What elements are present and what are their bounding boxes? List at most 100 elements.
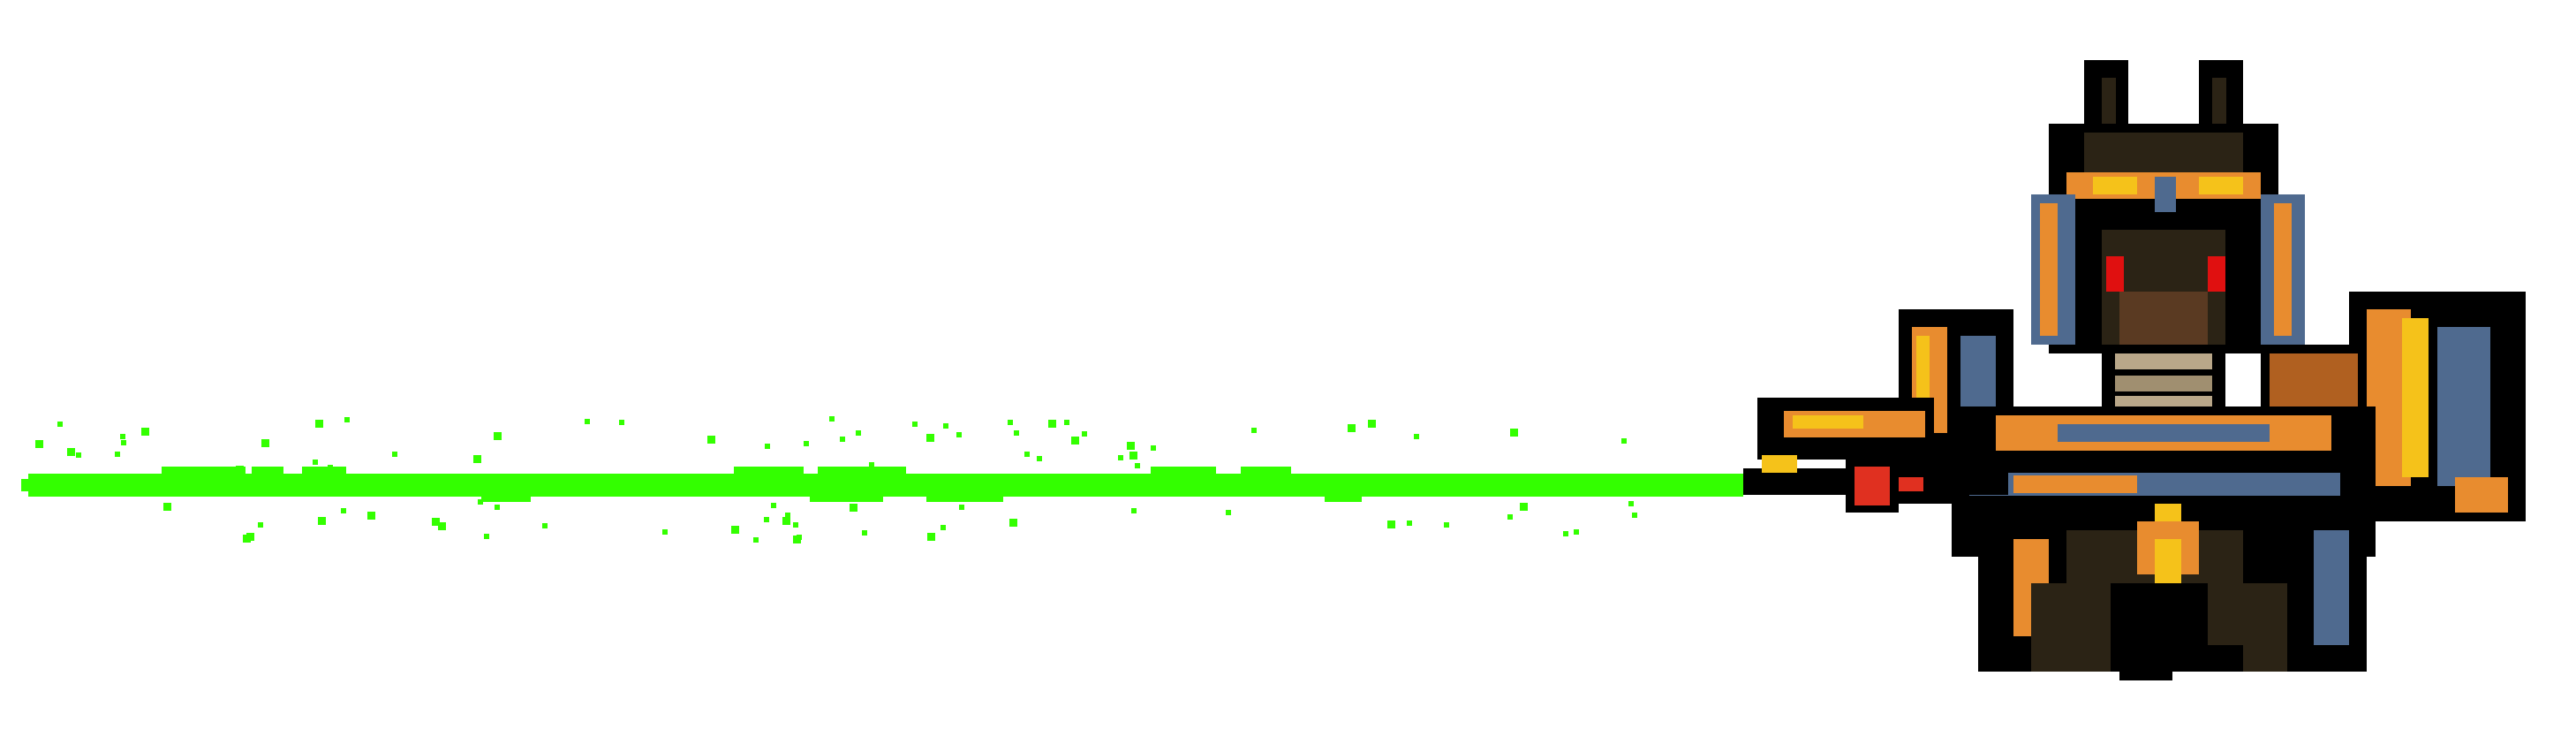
laser-beam: [21, 474, 1743, 497]
beam-particle: [829, 416, 835, 422]
beam-particle: [856, 430, 861, 436]
beam-particle: [731, 526, 739, 534]
beam-edge-bump: [868, 467, 906, 474]
beam-particle: [1632, 513, 1637, 518]
beam-particle: [793, 536, 801, 543]
beam-particle: [1118, 455, 1123, 460]
beam-particle: [313, 460, 318, 465]
headband-gem: [2155, 177, 2176, 212]
beam-particle: [1226, 510, 1231, 515]
beam-particle: [1127, 442, 1135, 450]
beam-edge-bump: [1241, 467, 1291, 474]
staff-gem: [1855, 467, 1890, 505]
beam-particle: [753, 537, 759, 543]
staff-head-light: [1793, 415, 1863, 429]
beam-particle: [495, 505, 500, 510]
beam-particle: [1135, 463, 1140, 468]
beam-particle: [912, 422, 918, 427]
beam-particle: [619, 420, 624, 425]
beam-edge-bump: [302, 467, 346, 474]
beam-particle: [840, 437, 845, 442]
headdress-left-gold: [2040, 203, 2058, 336]
beam-particle: [959, 505, 964, 510]
beam-particle: [1628, 501, 1634, 506]
beam-particle: [367, 512, 375, 520]
head-top: [2084, 133, 2243, 177]
beam-particle: [941, 525, 946, 530]
beam-edge-bump: [811, 495, 842, 502]
beam-particle: [1251, 428, 1257, 433]
shoulder-pad-gold: [2270, 353, 2358, 406]
beam-particle: [1082, 431, 1087, 437]
beam-particle: [542, 523, 548, 528]
beam-particle: [1008, 420, 1013, 425]
beam-edge-bump: [926, 495, 1003, 502]
beam-particle: [765, 444, 770, 449]
beam-particle: [585, 419, 590, 424]
beam-particle: [478, 499, 483, 505]
beam-particle: [115, 452, 120, 457]
beam-particle: [1048, 420, 1056, 428]
beam-particle: [258, 522, 263, 528]
beam-particle: [1368, 420, 1376, 428]
beam-particle: [141, 428, 149, 436]
beam-particle: [1507, 514, 1513, 520]
beam-particle: [785, 513, 790, 518]
right-arm-light: [2402, 318, 2429, 477]
beam-particle: [57, 422, 63, 427]
beam-particle: [926, 434, 934, 442]
beam-particle: [1407, 520, 1412, 526]
beam-edge-bump: [481, 495, 531, 502]
beam-particle: [1387, 520, 1395, 528]
beam-edge-bump: [734, 467, 804, 474]
right-eye: [2208, 256, 2225, 292]
beam-particle: [438, 522, 446, 530]
beam-particle: [662, 529, 668, 535]
beam-particle: [1510, 429, 1518, 437]
beam-particle: [1574, 529, 1579, 535]
right-foot: [2208, 645, 2243, 672]
skirt-center-light: [2155, 539, 2181, 583]
beam-particle: [494, 432, 502, 440]
beam-particle: [764, 517, 769, 522]
skirt-right-gold: [2314, 530, 2349, 645]
beam-particle: [1444, 522, 1449, 528]
beam-edge-bump: [215, 467, 246, 474]
beam-particles: [35, 416, 1637, 543]
left-arm-light: [1916, 336, 1930, 415]
beam-particle: [1037, 456, 1042, 461]
beam-particle: [1348, 424, 1356, 432]
left-foot: [2119, 645, 2172, 680]
beam-particle: [850, 504, 857, 512]
headband-light-2: [2199, 177, 2243, 194]
beam-particle: [246, 533, 254, 541]
beam-edge-bump: [818, 467, 886, 474]
face-muzzle: [2119, 292, 2208, 345]
beam-particle: [707, 436, 715, 444]
beam-particle: [163, 503, 171, 511]
beam-edge-bump: [1325, 495, 1362, 502]
beam-particle: [1414, 434, 1419, 439]
beam-particle: [1129, 452, 1137, 460]
beam-particle: [484, 534, 489, 539]
beam-particle: [804, 441, 809, 446]
beam-particle: [315, 420, 323, 428]
beam-particle: [432, 518, 440, 526]
right-hand: [2455, 477, 2508, 513]
headdress-right-gold: [2274, 203, 2292, 336]
beam-particle: [956, 432, 962, 437]
right-arm-steel: [2437, 327, 2490, 486]
beam-particle: [341, 508, 346, 513]
beam-particle: [943, 423, 948, 429]
bandage-2: [2115, 376, 2212, 391]
beam-particle: [1024, 452, 1030, 457]
headband-light: [2093, 177, 2137, 194]
beam-particle: [76, 452, 81, 458]
beam-particle: [927, 533, 935, 541]
left-leg: [2031, 583, 2111, 672]
beam-tip: [21, 479, 32, 491]
beam-particle: [1009, 519, 1017, 527]
beam-edge-bump: [252, 467, 283, 474]
